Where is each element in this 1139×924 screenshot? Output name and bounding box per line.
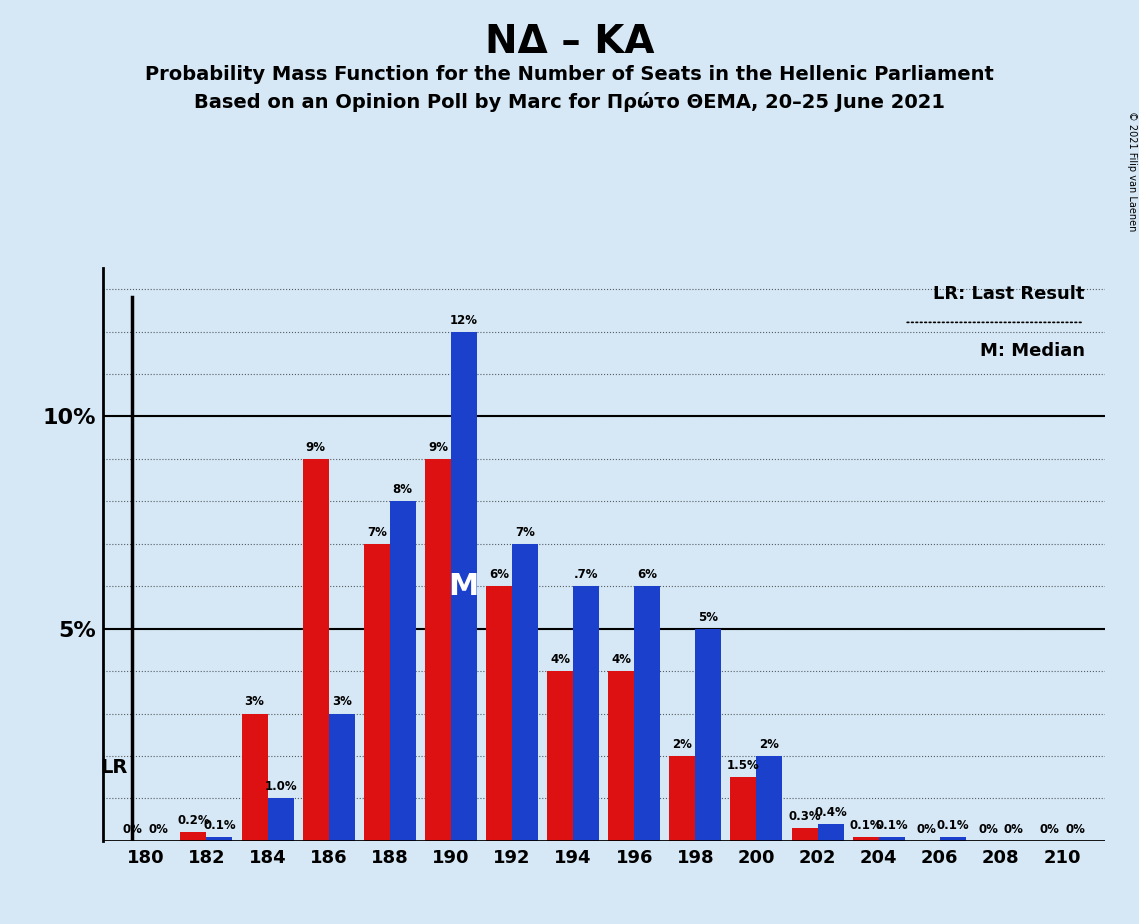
Text: 0.1%: 0.1%	[936, 819, 969, 832]
Text: 0%: 0%	[978, 822, 998, 835]
Text: 2%: 2%	[672, 738, 693, 751]
Text: 7%: 7%	[367, 526, 387, 539]
Text: 3%: 3%	[331, 696, 352, 709]
Text: Based on an Opinion Poll by Marc for Πρώτο ΘΕΜΑ, 20–25 June 2021: Based on an Opinion Poll by Marc for Πρώ…	[194, 92, 945, 113]
Text: 0.2%: 0.2%	[177, 814, 210, 827]
Text: 0.3%: 0.3%	[788, 810, 821, 823]
Text: 1.5%: 1.5%	[727, 760, 760, 772]
Text: 0.1%: 0.1%	[876, 819, 908, 832]
Text: M: M	[449, 572, 480, 601]
Text: 0%: 0%	[1039, 822, 1059, 835]
Text: M: Median: M: Median	[980, 343, 1084, 360]
Text: © 2021 Filip van Laenen: © 2021 Filip van Laenen	[1126, 111, 1137, 231]
Text: 0%: 0%	[1065, 822, 1085, 835]
Bar	[573, 586, 599, 841]
Bar	[547, 671, 573, 841]
Bar	[878, 836, 904, 841]
Text: 8%: 8%	[393, 483, 412, 496]
Bar	[670, 756, 695, 841]
Bar	[818, 824, 844, 841]
Bar	[206, 836, 232, 841]
Text: 6%: 6%	[637, 568, 657, 581]
Bar	[513, 544, 538, 841]
Bar	[792, 828, 818, 841]
Text: NΔ – KA: NΔ – KA	[485, 23, 654, 61]
Text: 12%: 12%	[450, 313, 478, 326]
Bar	[451, 332, 477, 841]
Bar	[730, 777, 756, 841]
Bar	[634, 586, 661, 841]
Text: LR: Last Result: LR: Last Result	[933, 286, 1084, 303]
Bar	[940, 836, 966, 841]
Bar	[390, 502, 416, 841]
Bar	[853, 836, 878, 841]
Text: 0.1%: 0.1%	[203, 819, 236, 832]
Text: 7%: 7%	[515, 526, 535, 539]
Text: Probability Mass Function for the Number of Seats in the Hellenic Parliament: Probability Mass Function for the Number…	[145, 65, 994, 84]
Bar	[268, 798, 294, 841]
Text: 1.0%: 1.0%	[264, 780, 297, 794]
Bar	[695, 628, 721, 841]
Bar	[329, 713, 354, 841]
Text: 0%: 0%	[917, 822, 936, 835]
Text: 5%: 5%	[698, 611, 719, 624]
Bar	[425, 459, 451, 841]
Text: .7%: .7%	[574, 568, 598, 581]
Text: 0%: 0%	[148, 822, 169, 835]
Bar	[756, 756, 782, 841]
Text: 0.4%: 0.4%	[814, 806, 847, 819]
Bar	[608, 671, 634, 841]
Text: 6%: 6%	[489, 568, 509, 581]
Bar	[180, 833, 206, 841]
Text: 2%: 2%	[760, 738, 779, 751]
Text: 0.1%: 0.1%	[850, 819, 882, 832]
Text: 0%: 0%	[1003, 822, 1024, 835]
Text: 9%: 9%	[305, 441, 326, 454]
Bar	[303, 459, 329, 841]
Bar	[363, 544, 390, 841]
Text: LR: LR	[100, 759, 128, 777]
Text: 4%: 4%	[612, 653, 631, 666]
Bar	[241, 713, 268, 841]
Text: 3%: 3%	[245, 696, 264, 709]
Text: 4%: 4%	[550, 653, 571, 666]
Bar	[486, 586, 513, 841]
Text: 9%: 9%	[428, 441, 448, 454]
Text: 0%: 0%	[122, 822, 142, 835]
